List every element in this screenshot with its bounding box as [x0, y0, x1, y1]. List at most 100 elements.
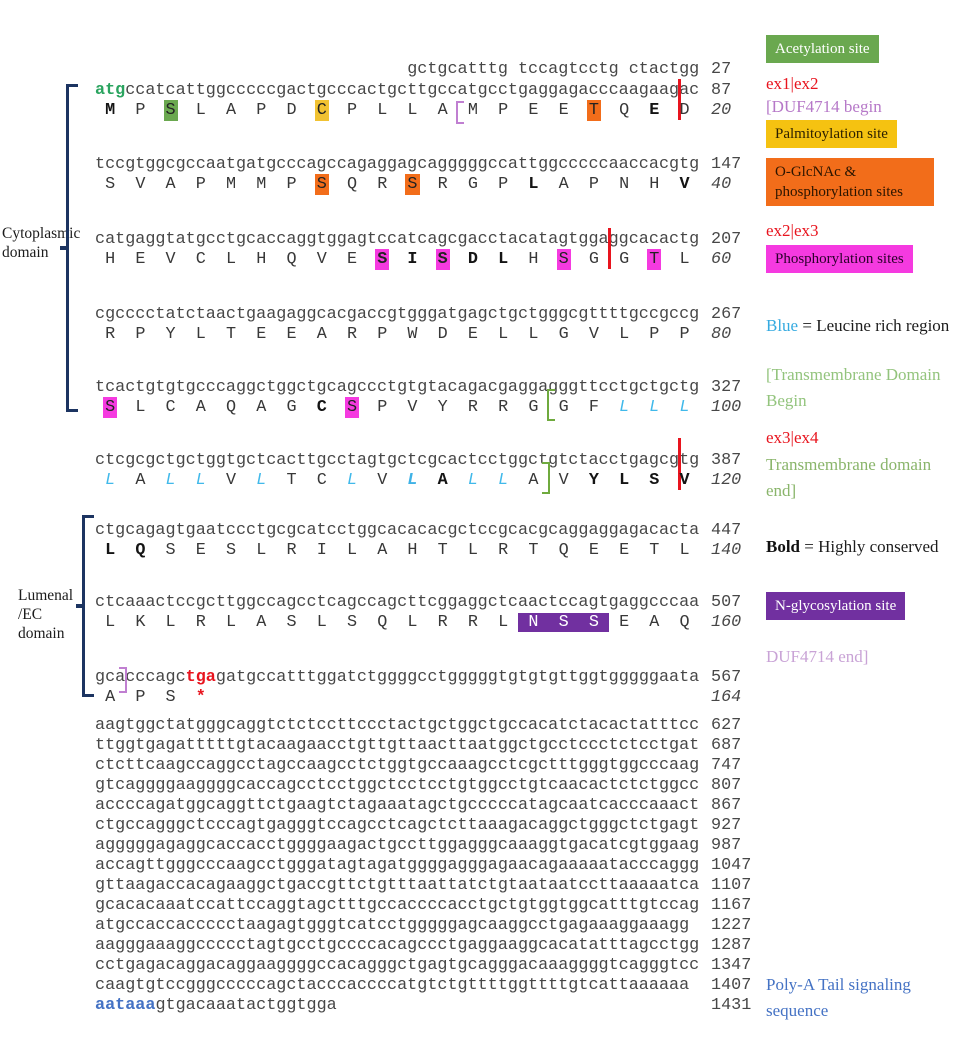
dna-line: atgccatcattggcccccgactgcccactgcttgccatgc… [95, 79, 732, 120]
legend-nglycosylation-site-swatch: N-glycosylation site [766, 592, 906, 620]
amino-acid-cell: S [286, 613, 297, 632]
amino-acid-cell: R [437, 175, 448, 194]
amino-acid-cell: L [195, 471, 206, 490]
position-number: 87 [711, 81, 732, 100]
amino-acid-cell: M [105, 101, 116, 120]
legend-duf4714-begin: [DUF4714 begin [766, 94, 882, 120]
dna-line: tcactgtgtgcccaggctggctgcagccctgtgtacagac… [95, 378, 742, 397]
position-number: 1347 [711, 956, 752, 975]
position-number: 447 [711, 521, 742, 540]
amino-acid-cell: A [649, 613, 660, 632]
legend-oglcnac-phospho-sites: O-GlcNAc & phosphorylation sites [766, 158, 934, 206]
amino-acid-cell: T [586, 100, 601, 121]
amino-acid-cell: D [437, 325, 448, 344]
legend-leucine-note: Blue = Leucine rich region [766, 313, 949, 339]
amino-acid-cell: M [467, 101, 478, 120]
seq-block: tccgtggcgccaatgatgcccagccagaggagcagggggc… [95, 155, 741, 195]
amino-acid-cell: E [135, 250, 146, 269]
amino-acid-cell: L [619, 325, 630, 344]
amino-acid-cell: L [407, 471, 418, 490]
amino-acid-cell: L [316, 613, 327, 632]
amino-acid-cell: L [619, 398, 630, 417]
protein-line: R P Y L T E E A R P W D E L L G V L P P … [95, 325, 731, 345]
amino-acid-cell: V [679, 175, 690, 194]
amino-acid-cell: E [195, 541, 206, 560]
amino-acid-cell: S [165, 541, 176, 560]
position-number: 567 [711, 668, 742, 687]
protein-line: S L C A Q A G C S P V Y R R G G F L L L … [95, 389, 741, 421]
dna-line: agggggagaggcaccacctggggaagactgccttggaggg… [95, 836, 742, 855]
amino-acid-cell: P [135, 688, 146, 707]
legend-tm-end-text: Transmembrane domain end] [766, 455, 932, 500]
legend-panel: Acetylation site ex1|ex2 [DUF4714 begin Pal… [766, 0, 958, 1044]
position-number: 1047 [711, 856, 752, 875]
dna-line: ctcgcgctgctggtgctcacttgcctagtgctcgcactcc… [95, 438, 742, 490]
amino-acid-cell: L [649, 398, 660, 417]
amino-acid-cell: S [548, 613, 579, 632]
dna-line: cgcccctatctaactgaagaggcacgaccgtgggatgagc… [95, 305, 742, 324]
amino-acid-cell: L [407, 613, 418, 632]
amino-acid-cell: H [528, 250, 539, 269]
amino-acid-cell: A [437, 101, 448, 120]
position-number: 140 [711, 541, 742, 560]
amino-acid-cell: P [498, 101, 509, 120]
amino-acid-cell: A [316, 325, 327, 344]
amino-acid-cell: E [256, 325, 267, 344]
amino-acid-cell: A [135, 471, 146, 490]
amino-acid-cell: P [135, 101, 146, 120]
legend-ex2-ex3: ex2|ex3 [766, 218, 819, 244]
amino-acid-cell: Y [437, 398, 448, 417]
position-number: 40 [711, 175, 732, 194]
position-number: 100 [711, 398, 742, 417]
amino-acid-cell: L [105, 471, 116, 490]
amino-acid-cell: P [256, 101, 267, 120]
amino-acid-cell: R [498, 541, 509, 560]
amino-acid-cell: T [528, 541, 539, 560]
amino-acid-cell: S [435, 249, 450, 270]
protein-line: L Q S E S L R I L A H T L R T Q E E T L … [95, 541, 741, 561]
amino-acid-cell: A [528, 471, 539, 490]
position-number: 207 [711, 230, 742, 249]
amino-acid-cell: K [135, 613, 146, 632]
legend-duf4714-end: DUF4714 end] [766, 644, 868, 670]
amino-acid-cell: P [135, 325, 146, 344]
legend-duf4714-end-text: DUF4714 end] [766, 647, 869, 666]
position-number: 507 [711, 593, 742, 612]
position-number: 1167 [711, 896, 752, 915]
position-number: 160 [711, 613, 742, 632]
amino-acid-cell: Q [619, 101, 630, 120]
amino-acid-cell: Q [679, 613, 690, 632]
amino-acid-cell: L [467, 471, 478, 490]
legend-polya-note-text: Poly-A Tail signaling sequence [766, 975, 911, 1020]
legend-ex1-ex2: ex1|ex2 [766, 71, 819, 97]
position-number: 987 [711, 836, 742, 855]
amino-acid-cell: L [256, 541, 267, 560]
amino-acid-cell: L [679, 398, 690, 417]
amino-acid-cell: L [135, 398, 146, 417]
amino-acid-cell: E [528, 101, 539, 120]
amino-acid-cell: L [226, 613, 237, 632]
amino-acid-cell: Y [588, 471, 599, 490]
amino-acid-cell: S [578, 613, 609, 632]
dna-line: ttggtgagatttttgtacaagaacctgttgttaacttaat… [95, 736, 742, 755]
amino-acid-cell: S [165, 688, 176, 707]
position-number: 1407 [711, 976, 752, 995]
amino-acid-cell: E [619, 613, 630, 632]
amino-acid-cell: L [165, 471, 176, 490]
seq-block: ctcgcgctgctggtgctcacttgcctagtgctcgcactcc… [95, 438, 742, 494]
legend-oglcnac-phospho-sites-swatch: O-GlcNAc & phosphorylation sites [766, 158, 934, 206]
amino-acid-cell: F [588, 398, 599, 417]
amino-acid-cell: E [467, 325, 478, 344]
dna-segment-c-stop: tga [185, 668, 216, 687]
protein-line: L K L R L A S L S Q L R R L N S S E A Q … [95, 613, 741, 633]
position-number: 164 [711, 688, 742, 707]
amino-acid-cell: T [437, 541, 448, 560]
amino-acid-cell: L [528, 325, 539, 344]
amino-acid-cell: P [498, 175, 509, 194]
amino-acid-cell: T [226, 325, 237, 344]
amino-acid-cell: H [256, 250, 267, 269]
amino-acid-cell: R [105, 325, 116, 344]
amino-acid-cell: T [647, 249, 662, 270]
amino-acid-cell: S [226, 541, 237, 560]
amino-acid-cell: S [105, 175, 116, 194]
